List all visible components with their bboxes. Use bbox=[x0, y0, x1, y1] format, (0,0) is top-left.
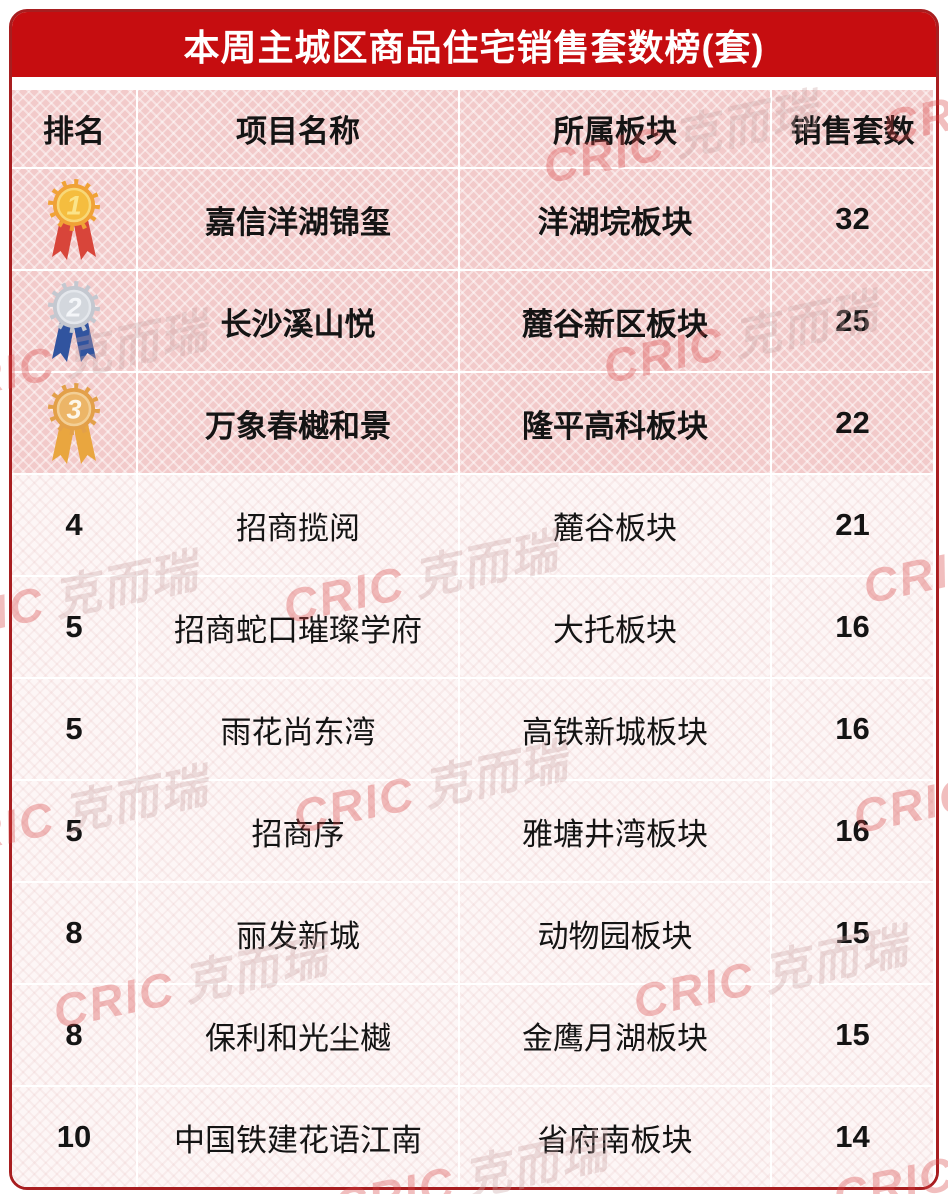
sales-count-cell: 32 bbox=[772, 169, 933, 269]
project-name-cell: 中国铁建花语江南 bbox=[138, 1087, 458, 1187]
project-name-cell: 丽发新城 bbox=[138, 883, 458, 983]
district-block-cell: 高铁新城板块 bbox=[460, 679, 770, 779]
rank-cell: 10 bbox=[12, 1087, 136, 1187]
district-block-cell: 省府南板块 bbox=[460, 1087, 770, 1187]
district-block-cell: 金鹰月湖板块 bbox=[460, 985, 770, 1085]
rank-cell: 4 bbox=[12, 475, 136, 575]
rank-cell: 8 bbox=[12, 985, 136, 1085]
table-row: 4 招商揽阅 麓谷板块 21 bbox=[12, 475, 936, 575]
rank-cell: 5 bbox=[12, 577, 136, 677]
table-row: 5 招商序 雅塘井湾板块 16 bbox=[12, 781, 936, 881]
svg-text:3: 3 bbox=[66, 395, 81, 425]
gold-medal-icon: 1 bbox=[48, 179, 100, 260]
table-body: 1 嘉信洋湖锦玺 洋湖垸板块 32 2 长沙溪山悦 麓谷新区板块 25 3 万象春樾和景… bbox=[12, 169, 936, 1187]
header-count: 销售套数 bbox=[772, 90, 933, 167]
rank-medal-cell: 2 bbox=[12, 271, 136, 371]
district-block-cell: 动物园板块 bbox=[460, 883, 770, 983]
sales-count-cell: 15 bbox=[772, 883, 933, 983]
district-block-cell: 隆平高科板块 bbox=[460, 373, 770, 473]
district-block-cell: 麓谷板块 bbox=[460, 475, 770, 575]
project-name-cell: 长沙溪山悦 bbox=[138, 271, 458, 371]
silver-medal-icon: 2 bbox=[48, 281, 100, 362]
table-row: 5 雨花尚东湾 高铁新城板块 16 bbox=[12, 679, 936, 779]
header-block: 所属板块 bbox=[460, 90, 770, 167]
table-row: 8 保利和光尘樾 金鹰月湖板块 15 bbox=[12, 985, 936, 1085]
table-header-row: 排名 项目名称 所属板块 销售套数 bbox=[12, 90, 936, 167]
ranking-board: 本周主城区商品住宅销售套数榜(套) 排名 项目名称 所属板块 销售套数 1 嘉信… bbox=[9, 9, 939, 1190]
rank-cell: 5 bbox=[12, 679, 136, 779]
project-name-cell: 雨花尚东湾 bbox=[138, 679, 458, 779]
project-name-cell: 万象春樾和景 bbox=[138, 373, 458, 473]
project-name-cell: 嘉信洋湖锦玺 bbox=[138, 169, 458, 269]
table-row: 3 万象春樾和景 隆平高科板块 22 bbox=[12, 373, 936, 473]
rank-cell: 8 bbox=[12, 883, 136, 983]
table-row: 8 丽发新城 动物园板块 15 bbox=[12, 883, 936, 983]
project-name-cell: 招商揽阅 bbox=[138, 475, 458, 575]
page-title: 本周主城区商品住宅销售套数榜(套) bbox=[183, 26, 765, 68]
district-block-cell: 雅塘井湾板块 bbox=[460, 781, 770, 881]
project-name-cell: 招商蛇口璀璨学府 bbox=[138, 577, 458, 677]
sales-count-cell: 25 bbox=[772, 271, 933, 371]
svg-text:2: 2 bbox=[65, 293, 81, 323]
title-divider bbox=[12, 77, 936, 90]
svg-text:1: 1 bbox=[66, 191, 81, 221]
ranking-table: 排名 项目名称 所属板块 销售套数 1 嘉信洋湖锦玺 洋湖垸板块 32 2 长沙溪山… bbox=[12, 90, 936, 1187]
table-row: 5 招商蛇口璀璨学府 大托板块 16 bbox=[12, 577, 936, 677]
district-block-cell: 大托板块 bbox=[460, 577, 770, 677]
sales-count-cell: 22 bbox=[772, 373, 933, 473]
sales-count-cell: 14 bbox=[772, 1087, 933, 1187]
district-block-cell: 麓谷新区板块 bbox=[460, 271, 770, 371]
rank-medal-cell: 1 bbox=[12, 169, 136, 269]
table-row: 2 长沙溪山悦 麓谷新区板块 25 bbox=[12, 271, 936, 371]
rank-medal-cell: 3 bbox=[12, 373, 136, 473]
sales-count-cell: 16 bbox=[772, 577, 933, 677]
bronze-medal-icon: 3 bbox=[48, 383, 100, 464]
sales-count-cell: 16 bbox=[772, 679, 933, 779]
district-block-cell: 洋湖垸板块 bbox=[460, 169, 770, 269]
header-rank: 排名 bbox=[12, 90, 136, 167]
header-name: 项目名称 bbox=[138, 90, 458, 167]
project-name-cell: 招商序 bbox=[138, 781, 458, 881]
sales-count-cell: 16 bbox=[772, 781, 933, 881]
board-title-bar: 本周主城区商品住宅销售套数榜(套) bbox=[12, 12, 936, 77]
table-row: 1 嘉信洋湖锦玺 洋湖垸板块 32 bbox=[12, 169, 936, 269]
rank-cell: 5 bbox=[12, 781, 136, 881]
sales-count-cell: 21 bbox=[772, 475, 933, 575]
sales-count-cell: 15 bbox=[772, 985, 933, 1085]
table-row: 10 中国铁建花语江南 省府南板块 14 bbox=[12, 1087, 936, 1187]
project-name-cell: 保利和光尘樾 bbox=[138, 985, 458, 1085]
